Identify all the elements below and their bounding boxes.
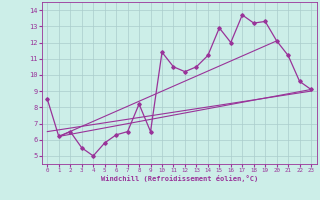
X-axis label: Windchill (Refroidissement éolien,°C): Windchill (Refroidissement éolien,°C) (100, 175, 258, 182)
